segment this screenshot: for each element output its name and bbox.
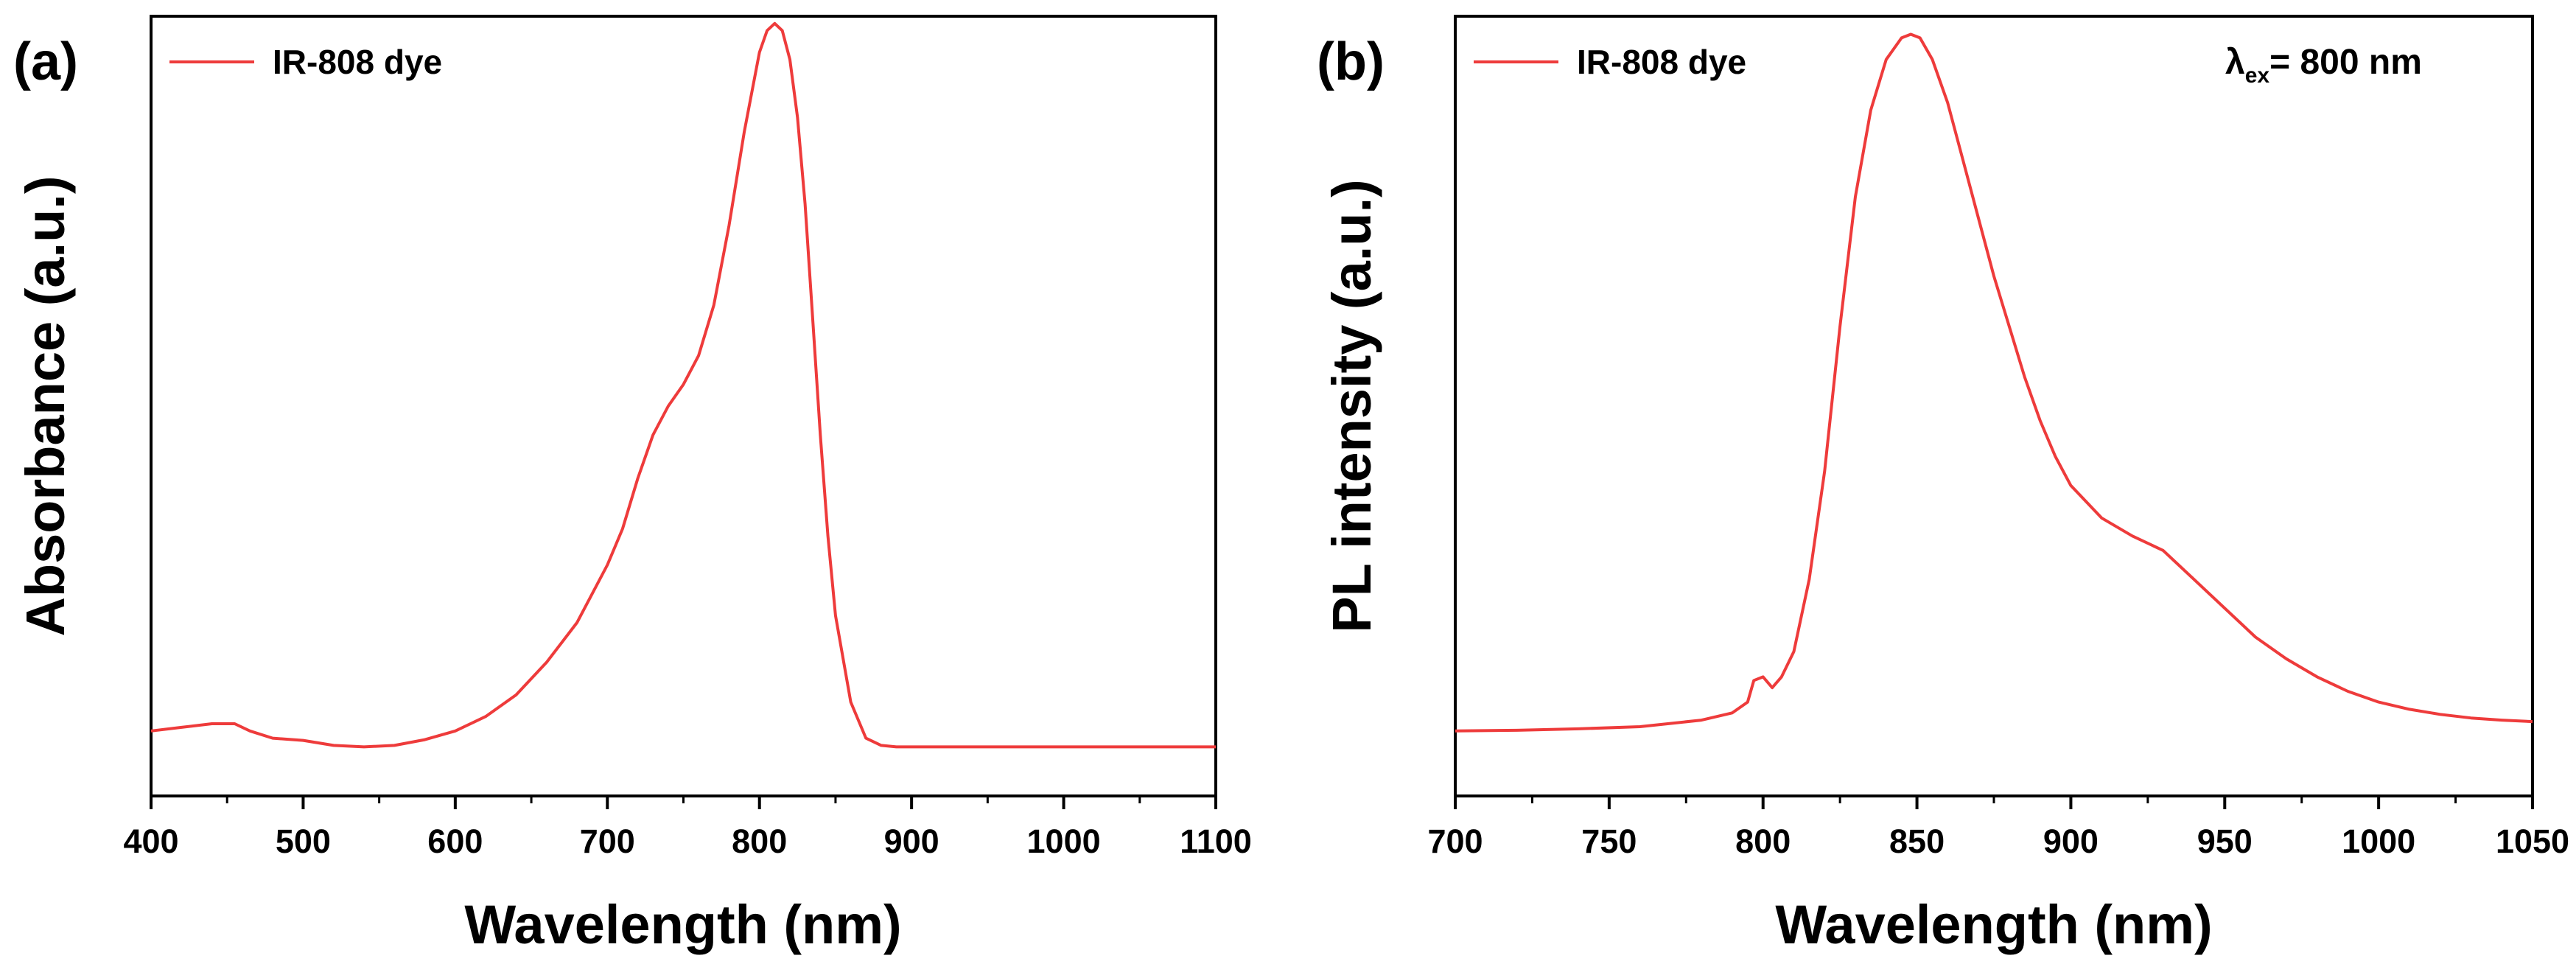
series-line-ir808-pl [1455,32,2533,733]
excitation-value: = 800 nm [2269,43,2422,82]
x-tick-label-b: 950 [2197,822,2253,860]
chart-panel-b: (b) 700 750 800 850 900 950 1000 1050 IR-808 dy… [1317,15,2569,955]
legend-b: IR-808 dye [1474,43,1746,81]
x-axis-title-b: Wavelength (nm) [1775,894,2212,955]
y-axis-title-b: PL intensity (a.u.) [1321,179,1382,632]
panel-label-a: (a) [13,32,78,91]
x-tick-label-a: 1100 [1180,822,1252,860]
plot-frame-a [150,15,1217,797]
x-tick-label-b: 1000 [2342,822,2415,860]
x-tick-label-b: 900 [2043,822,2099,860]
x-axis-title-a: Wavelength (nm) [464,894,901,955]
x-tick-label-a: 600 [427,822,483,860]
legend-label-b: IR-808 dye [1577,43,1746,81]
x-tick-label-a: 700 [580,822,635,860]
series-line-ir808-absorbance [150,21,1216,749]
lambda-subscript: ex [2245,63,2270,88]
x-tick-label-b: 1050 [2496,822,2569,860]
plot-frame-b [1454,15,2534,797]
chart-panel-a: (a) 400 500 600 700 800 900 1000 1100 IR-808 dy… [13,15,1252,955]
x-tick-label-a: 400 [123,822,178,860]
x-tick-label-b: 850 [1889,822,1945,860]
x-tick-label-a: 1000 [1027,822,1101,860]
x-ticks-b [1454,796,2534,809]
x-tick-label-a: 900 [884,822,939,860]
x-tick-labels-a: 400 500 600 700 800 900 1000 1100 [123,822,1251,860]
x-tick-label-a: 500 [276,822,331,860]
y-axis-title-a: Absorbance (a.u.) [15,176,76,637]
x-ticks-a [150,796,1217,809]
x-tick-label-b: 700 [1427,822,1483,860]
lambda-symbol: λ [2225,43,2245,82]
x-tick-labels-b: 700 750 800 850 900 950 1000 1050 [1427,822,2569,860]
legend-label-a: IR-808 dye [273,43,442,81]
x-tick-label-b: 800 [1735,822,1791,860]
x-tick-label-a: 800 [732,822,787,860]
x-tick-label-b: 750 [1581,822,1637,860]
excitation-annotation: λex= 800 nm [2225,43,2422,88]
legend-a: IR-808 dye [169,43,442,81]
panel-label-b: (b) [1317,32,1385,91]
